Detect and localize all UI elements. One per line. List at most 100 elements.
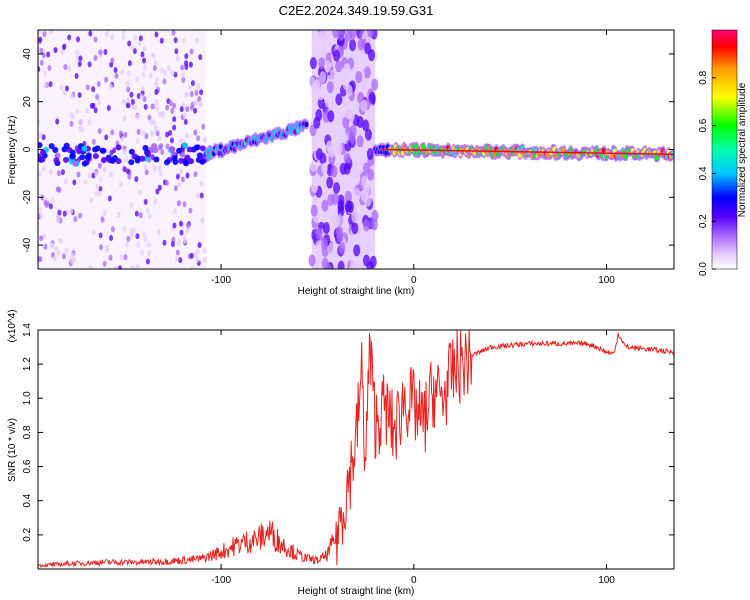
spectrogram-blob [110,129,115,136]
spectrogram-blob [52,255,57,262]
spectrogram-band-blob [109,157,116,164]
spectrogram-blob [313,116,321,129]
spectrogram-blob [193,251,198,258]
spectrogram-blob [140,51,145,58]
spectrogram-band-blob [128,159,135,166]
spectrogram-blob [193,171,198,178]
spectrogram-blob [193,129,198,136]
spectrogram-blob [62,89,67,96]
spectrogram-blob [181,37,186,44]
spectrogram-blob [338,242,346,255]
spectrogram-blob [175,55,180,62]
spectrogram-blob [122,166,127,173]
spectrogram-blob [162,78,167,85]
spectrogram-blob [38,256,43,263]
spectrogram-blob [308,254,316,267]
spectrogram-blob [108,254,113,261]
spectrogram-blob [38,132,43,139]
spectrogram-blob [330,68,338,81]
spectrogram-blob [59,84,64,91]
spectrogram-blob [96,80,101,87]
spectrogram-blob [357,38,365,51]
spectrogram-blob [142,45,147,52]
spectrogram-blob [74,72,79,79]
spectrogram-blob [98,49,103,56]
spectrogram-blob [88,265,93,269]
spectrogram-blob [39,59,44,66]
spectrogram-blob [129,202,134,209]
spectrogram-blob [104,76,109,83]
spectrogram-blob [108,83,113,90]
spectrogram-blob [140,85,145,92]
spectrogram-blob [341,132,349,145]
spectrogram-blob [314,227,322,240]
spectrogram-blob [88,30,93,37]
spectrogram-xlabel: Height of straight line (km) [298,286,415,297]
spectrogram-blob [122,115,127,122]
spectrogram-blob [112,147,117,154]
spectrogram-blob [170,240,175,247]
spectrogram-blob [102,166,107,173]
spectrogram-band-blob [199,145,206,152]
spectrogram-blob [149,130,154,137]
spectrogram-blob [154,89,159,96]
spectrogram-blob [361,77,369,90]
spectrogram-band-core [304,121,309,128]
spectrogram-blob [157,135,162,142]
spectrogram-blob [83,178,88,185]
spectrogram-ytick-label: -20 [22,190,33,205]
spectrogram-blob [309,159,317,172]
spectrogram-blob [172,208,177,215]
spectrogram-blob [332,30,340,39]
spectrogram-blob [335,93,343,106]
spectrogram-blob [343,152,351,165]
spectrogram-blob [182,201,187,208]
spectrogram-blob [331,193,339,206]
snr-ylabel: SNR (10 * v/v) [7,418,18,482]
spectrogram-blob [189,48,194,55]
spectrogram-blob [335,142,343,155]
spectrogram-blob [124,241,129,248]
spectrogram-blob [38,206,42,213]
snr-ytick-label: 1.2 [22,357,33,371]
spectrogram-blob [145,207,150,214]
spectrogram-blob [143,103,148,110]
spectrogram-blob [176,239,181,246]
spectrogram-blob [172,222,177,229]
spectrogram-blob [202,257,207,264]
spectrogram-band-blob [128,148,135,155]
spectrogram-blob [147,213,152,220]
colorbar-gradient [711,29,738,270]
spectrogram-band-blob [163,159,170,166]
spectrogram-band-blob [142,145,149,152]
spectrogram-blob [320,32,328,45]
spectrogram-blob [104,134,109,141]
spectrogram-blob [195,37,200,44]
spectrogram-panel: -100 0 100 -40 -20 0 20 40 Height of straight l… [7,29,675,297]
spectrogram-blob [362,119,370,132]
spectrogram-blob [317,88,325,101]
spectrogram-blob [371,78,379,91]
spectrogram-blob [143,64,148,71]
spectrogram-blob [368,92,376,105]
snr-marks [38,330,674,568]
spectrogram-blob [130,44,135,51]
spectrogram-blob [77,92,82,99]
spectrogram-band-blob [178,157,185,164]
spectrogram-blob [121,33,126,40]
snr-ytick-label: 1.4 [22,323,33,337]
spectrogram-blob [61,253,66,260]
spectrogram-blob [134,210,139,217]
spectrogram-blob [352,102,360,115]
spectrogram-blob [126,70,131,77]
spectrogram-blob [182,234,187,241]
spectrogram-blob [324,95,332,108]
spectrogram-blob [148,118,153,125]
spectrogram-blob [366,147,374,160]
spectrogram-blob [55,186,60,193]
spectrogram-blob [173,71,178,78]
spectrogram-blob [309,57,317,70]
spectrogram-blob [330,165,338,178]
spectrogram-blob [175,173,180,180]
spectrogram-blob [43,82,48,89]
